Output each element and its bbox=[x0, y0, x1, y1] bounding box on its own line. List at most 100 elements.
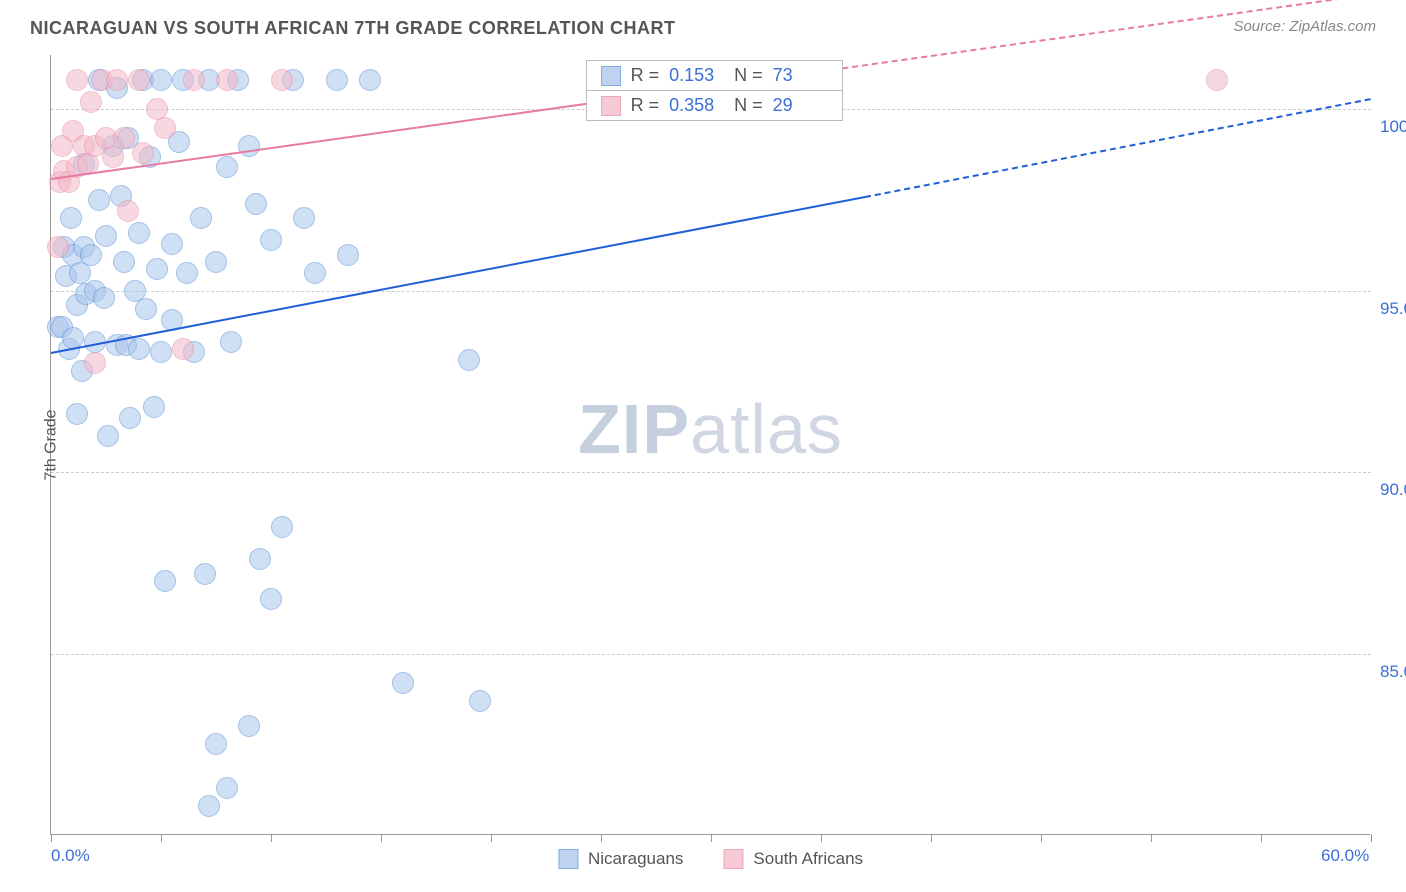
x-tick-label: 60.0% bbox=[1321, 846, 1369, 866]
trendline bbox=[865, 99, 1371, 199]
stats-r-value: 0.358 bbox=[669, 95, 724, 116]
stats-n-label: N = bbox=[734, 95, 763, 116]
data-point bbox=[271, 516, 293, 538]
data-point bbox=[245, 193, 267, 215]
x-tick bbox=[601, 834, 602, 842]
data-point bbox=[216, 156, 238, 178]
data-point bbox=[205, 733, 227, 755]
data-point bbox=[47, 236, 69, 258]
legend-label: Nicaraguans bbox=[588, 849, 683, 869]
data-point bbox=[238, 135, 260, 157]
data-point bbox=[66, 403, 88, 425]
data-point bbox=[183, 69, 205, 91]
data-point bbox=[128, 222, 150, 244]
data-point bbox=[128, 338, 150, 360]
trendline bbox=[51, 95, 645, 180]
x-tick bbox=[491, 834, 492, 842]
x-tick bbox=[1151, 834, 1152, 842]
data-point bbox=[150, 341, 172, 363]
data-point bbox=[113, 251, 135, 273]
x-tick bbox=[711, 834, 712, 842]
data-point bbox=[117, 200, 139, 222]
gridline bbox=[51, 472, 1371, 473]
data-point bbox=[106, 69, 128, 91]
x-tick bbox=[161, 834, 162, 842]
stats-n-value: 73 bbox=[773, 65, 828, 86]
x-tick bbox=[1371, 834, 1372, 842]
data-point bbox=[337, 244, 359, 266]
data-point bbox=[84, 352, 106, 374]
data-point bbox=[190, 207, 212, 229]
data-point bbox=[260, 588, 282, 610]
data-point bbox=[469, 690, 491, 712]
chart-title: NICARAGUAN VS SOUTH AFRICAN 7TH GRADE CO… bbox=[30, 18, 676, 39]
data-point bbox=[143, 396, 165, 418]
stats-r-label: R = bbox=[631, 65, 660, 86]
data-point bbox=[216, 777, 238, 799]
y-tick-label: 95.0% bbox=[1380, 299, 1406, 319]
data-point bbox=[113, 127, 135, 149]
legend: Nicaraguans South Africans bbox=[558, 849, 863, 869]
data-point bbox=[260, 229, 282, 251]
x-tick bbox=[271, 834, 272, 842]
data-point bbox=[80, 244, 102, 266]
data-point bbox=[66, 69, 88, 91]
legend-item: South Africans bbox=[723, 849, 863, 869]
stats-row: R = 0.358 N = 29 bbox=[587, 91, 842, 120]
x-tick-label: 0.0% bbox=[51, 846, 90, 866]
data-point bbox=[220, 331, 242, 353]
y-tick-label: 90.0% bbox=[1380, 480, 1406, 500]
x-tick bbox=[1261, 834, 1262, 842]
data-point bbox=[97, 425, 119, 447]
stats-n-label: N = bbox=[734, 65, 763, 86]
x-tick bbox=[51, 834, 52, 842]
stats-n-value: 29 bbox=[773, 95, 828, 116]
x-tick bbox=[931, 834, 932, 842]
data-point bbox=[198, 795, 220, 817]
stats-box: R = 0.153 N = 73 R = 0.358 N = 29 bbox=[586, 60, 843, 121]
x-tick bbox=[381, 834, 382, 842]
data-point bbox=[293, 207, 315, 229]
data-point bbox=[194, 563, 216, 585]
data-point bbox=[135, 298, 157, 320]
y-tick-label: 85.0% bbox=[1380, 662, 1406, 682]
data-point bbox=[60, 207, 82, 229]
data-point bbox=[161, 233, 183, 255]
data-point bbox=[176, 262, 198, 284]
legend-item: Nicaraguans bbox=[558, 849, 683, 869]
stats-r-value: 0.153 bbox=[669, 65, 724, 86]
data-point bbox=[128, 69, 150, 91]
legend-swatch bbox=[601, 96, 621, 116]
gridline bbox=[51, 654, 1371, 655]
data-point bbox=[88, 189, 110, 211]
y-tick-label: 100.0% bbox=[1380, 117, 1406, 137]
data-point bbox=[326, 69, 348, 91]
watermark: ZIPatlas bbox=[578, 389, 843, 469]
data-point bbox=[359, 69, 381, 91]
stats-row: R = 0.153 N = 73 bbox=[587, 61, 842, 91]
x-tick bbox=[821, 834, 822, 842]
data-point bbox=[93, 287, 115, 309]
gridline bbox=[51, 291, 1371, 292]
data-point bbox=[458, 349, 480, 371]
data-point bbox=[154, 117, 176, 139]
data-point bbox=[150, 69, 172, 91]
legend-swatch bbox=[558, 849, 578, 869]
legend-swatch bbox=[723, 849, 743, 869]
source-label: Source: ZipAtlas.com bbox=[1233, 18, 1376, 35]
x-tick bbox=[1041, 834, 1042, 842]
legend-label: South Africans bbox=[753, 849, 863, 869]
y-axis-title: 7th Grade bbox=[43, 409, 61, 480]
data-point bbox=[80, 91, 102, 113]
chart-container: 7th Grade ZIPatlas 85.0%90.0%95.0%100.0%… bbox=[50, 55, 1370, 835]
legend-swatch bbox=[601, 66, 621, 86]
data-point bbox=[205, 251, 227, 273]
data-point bbox=[154, 570, 176, 592]
data-point bbox=[216, 69, 238, 91]
data-point bbox=[146, 258, 168, 280]
plot-area: 7th Grade ZIPatlas 85.0%90.0%95.0%100.0%… bbox=[50, 55, 1370, 835]
stats-r-label: R = bbox=[631, 95, 660, 116]
data-point bbox=[132, 142, 154, 164]
data-point bbox=[238, 715, 260, 737]
data-point bbox=[249, 548, 271, 570]
